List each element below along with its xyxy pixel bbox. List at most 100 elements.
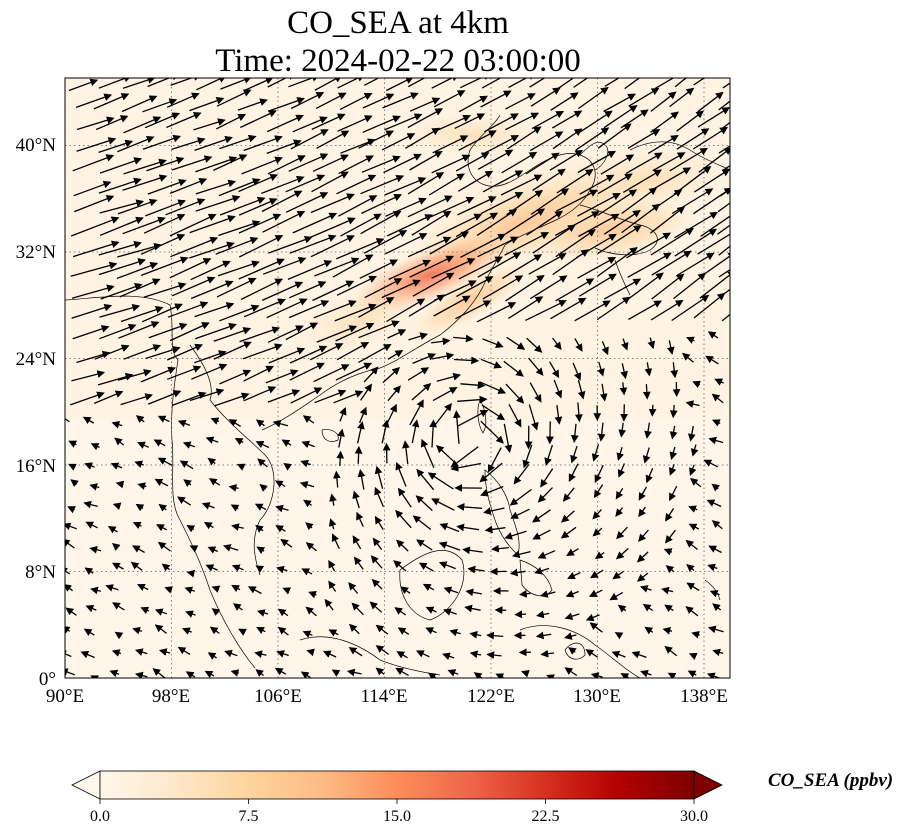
wind-arrow	[170, 236, 219, 258]
wind-arrow	[387, 329, 407, 339]
wind-arrow	[409, 255, 455, 278]
wind-arrow	[382, 367, 401, 384]
wind-arrow	[665, 508, 675, 522]
wind-arrow	[416, 539, 433, 551]
wind-arrow	[666, 340, 675, 355]
wind-arrow	[612, 570, 624, 580]
wind-arrow	[352, 490, 360, 509]
wind-arrow	[617, 604, 627, 613]
wind-arrow	[603, 209, 641, 235]
wind-arrow	[430, 196, 475, 218]
wind-arrow	[109, 669, 120, 678]
wind-arrow	[644, 362, 653, 377]
wind-arrow	[363, 366, 379, 383]
wind-arrow	[147, 78, 180, 88]
wind-arrow	[99, 199, 145, 214]
wind-arrow	[358, 320, 400, 339]
wind-arrow	[236, 463, 246, 471]
wind-arrow	[621, 203, 661, 234]
wind-arrow	[665, 565, 675, 574]
wind-arrow	[387, 214, 433, 237]
wind-arrow	[669, 485, 678, 502]
wind-arrow	[171, 155, 213, 171]
wind-arrow	[239, 235, 284, 258]
wind-arrow	[616, 447, 624, 461]
wind-arrow	[579, 174, 615, 195]
wind-arrow	[467, 565, 485, 574]
wind-arrow	[255, 441, 270, 449]
wind-arrow	[609, 591, 624, 601]
wind-arrow	[651, 250, 692, 276]
wind-arrow	[285, 174, 326, 193]
wind-arrow	[603, 93, 636, 113]
wind-arrow	[185, 610, 196, 618]
wind-arrow	[644, 422, 652, 439]
wind-arrow	[402, 440, 410, 464]
wind-arrow	[508, 296, 544, 319]
wind-arrow	[285, 322, 319, 341]
wind-arrow	[118, 321, 160, 339]
wind-arrow	[647, 337, 656, 350]
wind-arrow	[649, 167, 692, 192]
wind-arrow	[483, 507, 505, 515]
wind-arrow	[674, 78, 688, 88]
wind-arrow	[534, 567, 550, 575]
wind-arrow	[132, 521, 142, 529]
wind-arrow	[631, 651, 647, 659]
wind-arrow	[219, 196, 266, 216]
wind-arrow	[640, 669, 652, 678]
map-frame	[64, 77, 731, 679]
wind-arrow	[611, 650, 626, 659]
wind-arrow	[585, 613, 600, 622]
wind-arrow	[462, 546, 483, 555]
wind-arrow	[348, 582, 359, 594]
wind-arrow	[288, 153, 329, 172]
wind-arrow	[213, 341, 252, 360]
wind-arrow	[436, 372, 462, 382]
wind-arrow	[348, 623, 360, 635]
wind-arrow	[243, 365, 275, 382]
wind-arrow	[418, 562, 434, 572]
wind-arrow	[588, 589, 603, 597]
wind-arrow	[361, 155, 401, 173]
wind-arrow	[549, 149, 584, 171]
title-line-1: CO_SEA at 4km	[287, 5, 509, 41]
wind-arrow	[190, 260, 231, 281]
wind-arrow	[71, 370, 106, 382]
wind-arrow	[231, 523, 244, 531]
wind-arrow	[439, 523, 460, 533]
wind-arrow	[289, 362, 325, 381]
lon-tick-label: 130°E	[573, 686, 621, 707]
wind-arrow	[574, 338, 583, 352]
lon-ticks: 90°E 98°E 106°E 114°E 122°E 130°E 138°E	[46, 686, 728, 707]
wind-arrow	[642, 603, 654, 612]
wind-arrow	[82, 416, 95, 425]
wind-arrow	[70, 216, 120, 237]
wind-arrow	[359, 406, 367, 423]
wind-arrow	[495, 673, 505, 678]
wind-arrow	[311, 113, 346, 130]
wind-arrow	[360, 210, 402, 235]
wind-arrow	[93, 390, 124, 404]
wind-arrow	[276, 565, 288, 574]
wind-arrow	[302, 630, 313, 638]
wind-arrow	[555, 229, 596, 258]
wind-arrow	[560, 526, 577, 539]
wind-arrow	[676, 128, 710, 150]
wind-arrow	[562, 487, 575, 502]
wind-arrow	[328, 559, 336, 572]
wind-arrow	[443, 608, 457, 616]
wind-arrow	[306, 648, 315, 657]
wind-arrow	[183, 479, 192, 487]
wind-arrow	[711, 393, 724, 404]
wind-arrow	[268, 235, 313, 254]
wind-arrow	[288, 78, 320, 88]
wind-arrow	[522, 444, 533, 469]
wind-arrow	[312, 280, 355, 302]
wind-arrow	[721, 313, 730, 322]
wind-arrow	[717, 202, 730, 213]
wind-arrow	[412, 515, 432, 531]
wind-arrow	[412, 353, 437, 365]
wind-arrow	[564, 612, 580, 620]
wind-arrow	[241, 156, 283, 175]
